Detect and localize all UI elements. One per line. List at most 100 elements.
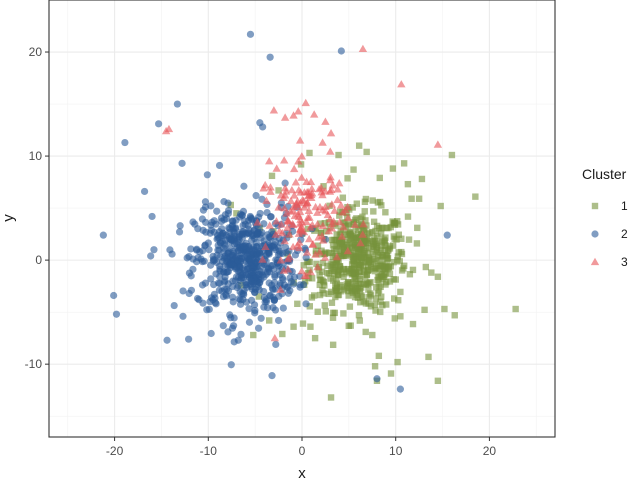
circle-point [265,279,273,287]
square-point [303,258,311,266]
square-point [451,312,458,319]
circle-point [226,311,234,319]
square-point [397,288,404,296]
square-point [362,195,370,203]
square-point [345,292,352,299]
square-point [363,235,370,243]
triangle-point [293,210,303,218]
triangle-point [294,107,303,115]
circle-point [254,324,263,332]
triangle-point [339,223,348,231]
circle-point [245,305,253,313]
square-point [314,242,322,249]
square-point [369,197,376,204]
circle-point [229,217,237,225]
circle-point [207,275,215,283]
square-point [382,263,390,271]
circle-point [185,335,193,343]
square-point [365,300,372,307]
circle-point [236,213,244,221]
square-point [365,286,372,293]
circle-point [210,281,218,289]
y-axis-title: y [0,214,17,222]
circle-point [219,322,227,330]
triangle-point [294,157,303,165]
square-point [332,261,339,268]
circle-point [246,30,255,38]
square-point [387,223,394,231]
circle-point [235,232,243,240]
triangle-point [304,206,314,214]
circle-point [185,253,193,261]
square-point [311,334,319,342]
square-point [366,229,373,236]
square-point [382,269,389,277]
circle-point [296,283,304,291]
triangle-point [324,226,333,235]
square-point [360,240,367,247]
triangle-point [335,218,344,226]
triangle-point [297,266,306,275]
square-point [255,293,263,300]
x-tick-label: 10 [389,444,403,458]
square-point [377,257,384,264]
triangle-point [338,208,348,216]
triangle-point [336,201,346,209]
y-tick-label: -10 [25,357,43,371]
square-point [373,222,381,230]
square-point [329,253,337,260]
circle-point [198,215,206,223]
square-point [367,278,374,286]
triangle-point [280,184,290,192]
circle-point [121,138,129,147]
square-point [290,323,297,330]
square-point [340,310,347,317]
circle-point [337,47,345,55]
square-point [333,242,340,250]
circle-point [278,274,287,282]
square-point [371,255,378,263]
circle-point [260,220,268,228]
square-point [369,331,376,339]
circle-point [193,245,201,253]
circle-point [201,203,210,211]
square-point [448,151,456,159]
square-point [344,175,351,182]
square-point [335,151,342,159]
circle-point [179,287,187,295]
square-point [405,236,413,243]
square-point [366,245,373,252]
y-tick-label: 0 [35,253,42,267]
square-point [348,269,356,276]
triangle-point [330,206,339,214]
y-tick-label: 10 [29,149,43,163]
square-point [361,268,368,275]
square-point [415,195,423,202]
circle-point [110,291,118,300]
circle-point [219,229,227,237]
square-point [310,292,318,299]
triangle-point [311,250,320,258]
circle-point [257,314,265,322]
square-point [360,298,367,305]
triangle-point [291,178,301,186]
triangle-point [292,199,301,207]
square-point [365,293,372,301]
triangle-point [317,231,327,240]
square-point [395,297,402,304]
square-point [387,370,395,377]
circle-point [234,256,242,264]
triangle-point [278,228,287,237]
square-point [343,242,351,249]
circle-point [270,296,279,304]
square-point [306,149,313,157]
legend-key-2 [591,230,599,238]
circle-point [228,234,236,242]
square-point [391,295,398,302]
triangle-point [282,209,291,217]
circle-point [140,187,149,196]
square-point [383,259,391,266]
square-point [340,273,347,281]
circle-point [112,310,121,318]
